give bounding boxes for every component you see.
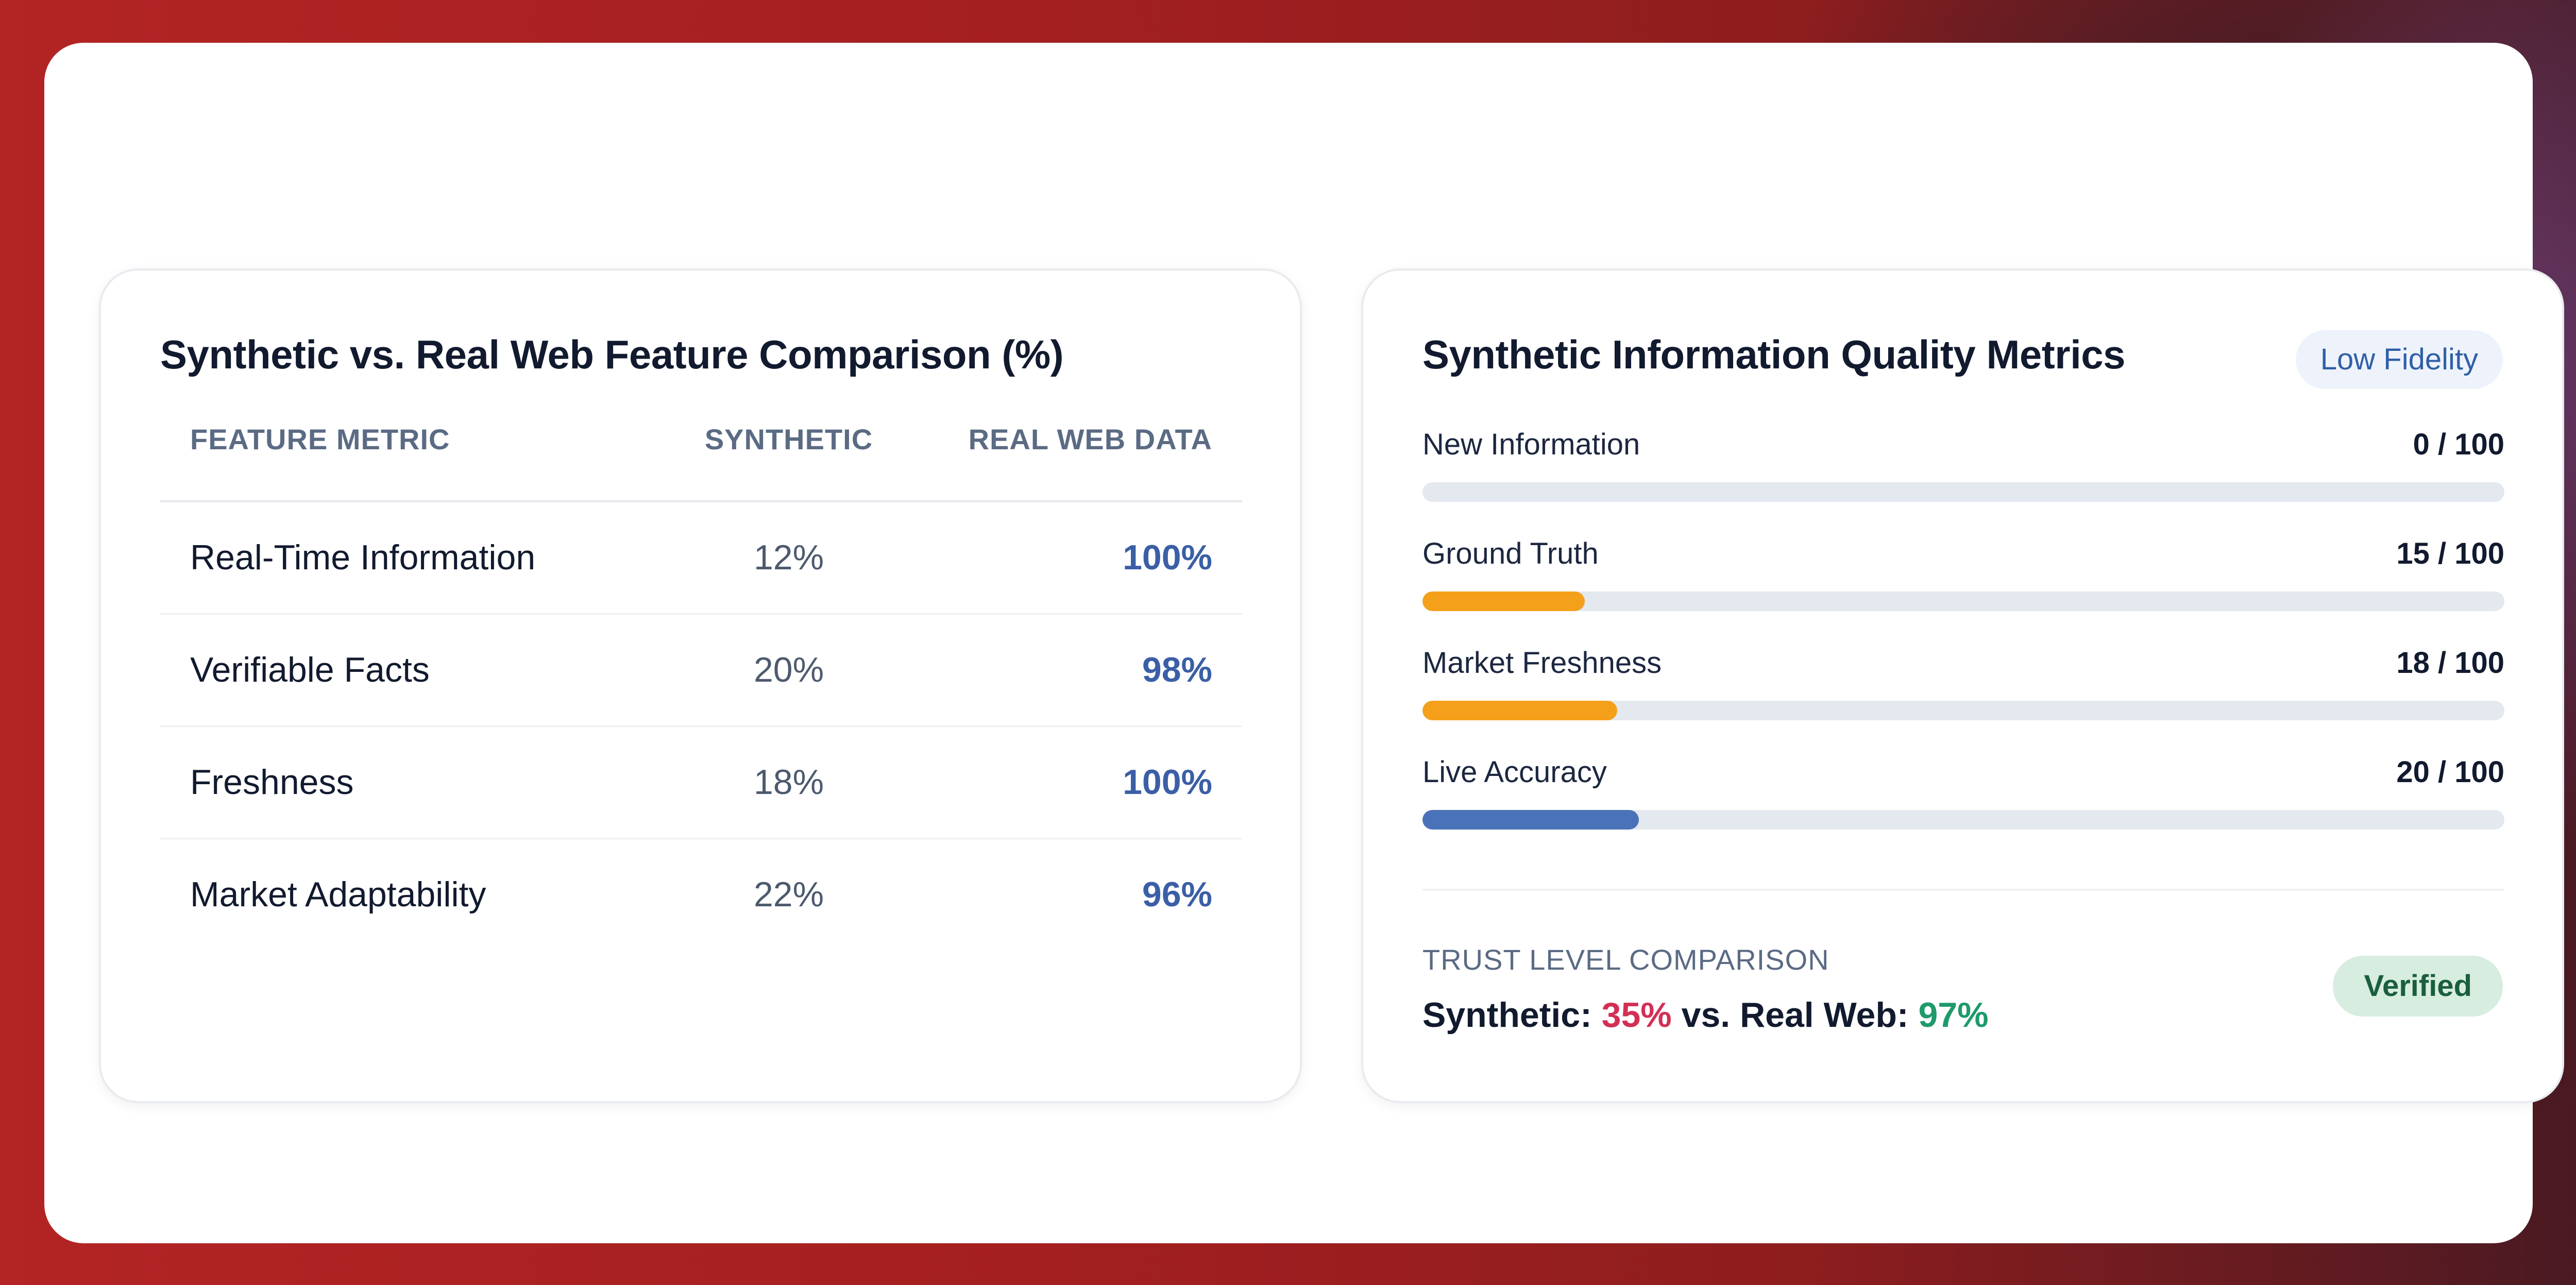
metric-ground-truth: Ground Truth 15 / 100 xyxy=(1422,533,2504,611)
row-metric: Verifiable Facts xyxy=(190,650,430,689)
progress-track xyxy=(1422,482,2504,502)
header-feature-metric: FEATURE METRIC xyxy=(190,423,450,455)
row-synthetic-value: 20% xyxy=(753,650,824,689)
row-real-value: 98% xyxy=(1142,650,1212,689)
metric-label: Ground Truth xyxy=(1422,537,1599,570)
trust-synthetic-value: 35% xyxy=(1601,995,1672,1035)
trust-real-value: 97% xyxy=(1918,995,1989,1035)
content-canvas: Synthetic vs. Real Web Feature Compariso… xyxy=(44,43,2564,1243)
progress-track xyxy=(1422,591,2504,611)
metric-live-accuracy: Live Accuracy 20 / 100 xyxy=(1422,752,2504,830)
quality-metrics-card: Synthetic Information Quality Metrics Lo… xyxy=(1361,268,2564,1103)
table-row: Verifiable Facts 20% 98% xyxy=(160,615,1242,727)
section-divider xyxy=(1422,889,2504,891)
table-row: Freshness 18% 100% xyxy=(160,727,1242,839)
table-row: Real-Time Information 12% 100% xyxy=(160,502,1242,615)
progress-fill xyxy=(1422,810,1639,830)
table-header: FEATURE METRIC SYNTHETIC REAL WEB DATA xyxy=(160,420,1242,502)
quality-title: Synthetic Information Quality Metrics xyxy=(1422,332,2126,377)
trust-synthetic-prefix: Synthetic: xyxy=(1422,995,1592,1035)
progress-track xyxy=(1422,810,2504,830)
comparison-table: FEATURE METRIC SYNTHETIC REAL WEB DATA R… xyxy=(160,420,1242,950)
row-synthetic-value: 18% xyxy=(753,763,824,802)
row-synthetic-value: 22% xyxy=(753,875,824,914)
metric-label: New Information xyxy=(1422,428,1640,461)
metric-label: Market Freshness xyxy=(1422,646,1662,680)
row-metric: Real-Time Information xyxy=(190,538,536,577)
metric-score: 15 / 100 xyxy=(2396,537,2504,570)
trust-separator: vs. Real Web: xyxy=(1681,995,1909,1035)
fidelity-badge: Low Fidelity xyxy=(2295,330,2503,389)
row-real-value: 96% xyxy=(1142,875,1212,914)
trust-comparison: Synthetic: 35% vs. Real Web: 97% xyxy=(1422,994,1989,1036)
row-metric: Market Adaptability xyxy=(190,875,486,914)
table-row: Market Adaptability 22% 96% xyxy=(160,839,1242,950)
metric-market-freshness: Market Freshness 18 / 100 xyxy=(1422,642,2504,720)
row-metric: Freshness xyxy=(190,763,354,802)
row-synthetic-value: 12% xyxy=(753,538,824,577)
metric-score: 0 / 100 xyxy=(2413,428,2504,461)
row-real-value: 100% xyxy=(1123,538,1212,577)
feature-comparison-card: Synthetic vs. Real Web Feature Compariso… xyxy=(99,268,1302,1103)
header-real-web-data: REAL WEB DATA xyxy=(968,423,1212,455)
header-synthetic: SYNTHETIC xyxy=(704,423,873,455)
comparison-title: Synthetic vs. Real Web Feature Compariso… xyxy=(160,332,1064,377)
metric-score: 20 / 100 xyxy=(2396,755,2504,789)
metric-new-information: New Information 0 / 100 xyxy=(1422,424,2504,502)
row-real-value: 100% xyxy=(1123,763,1212,802)
progress-fill xyxy=(1422,591,1585,611)
progress-track xyxy=(1422,701,2504,720)
metric-score: 18 / 100 xyxy=(2396,646,2504,680)
progress-fill xyxy=(1422,701,1617,720)
verified-badge: Verified xyxy=(2333,956,2503,1017)
trust-level-label: TRUST LEVEL COMPARISON xyxy=(1422,943,1829,976)
metric-label: Live Accuracy xyxy=(1422,755,1607,789)
